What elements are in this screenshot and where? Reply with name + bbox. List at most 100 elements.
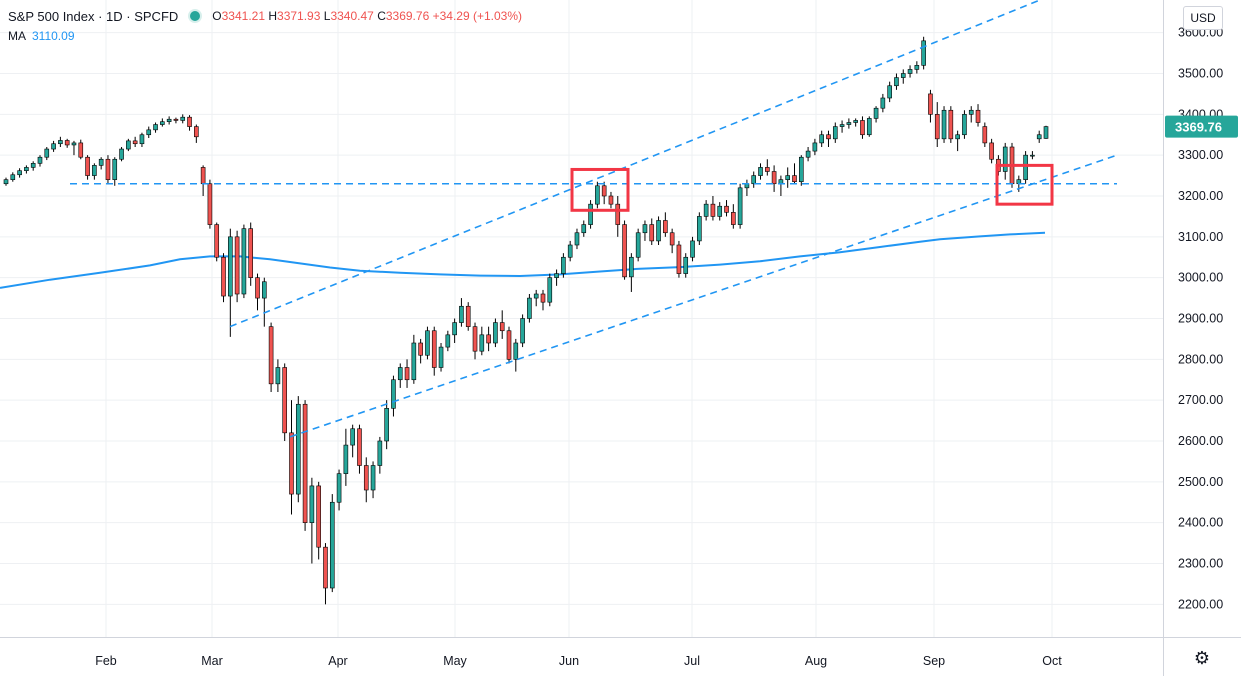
candle: [194, 124, 199, 143]
candle: [397, 363, 403, 388]
candle: [391, 375, 396, 417]
candle: [262, 277, 267, 327]
candle: [1030, 151, 1035, 160]
chart-legend: S&P 500 Index · 1D · SPCFD O3341.21 H337…: [8, 6, 522, 46]
candle-body: [282, 367, 287, 434]
candle-body: [1030, 154, 1035, 157]
y-tick-label: 3100.00: [1178, 230, 1223, 244]
trendline: [289, 154, 1118, 438]
candle-body: [425, 330, 430, 356]
candle-body: [377, 440, 383, 466]
candle: [826, 130, 831, 147]
candle-body: [3, 179, 9, 185]
candle-body: [479, 334, 485, 352]
candle-body: [785, 175, 790, 180]
candle: [819, 130, 824, 147]
candle-body: [798, 156, 804, 183]
candle-body: [37, 156, 43, 164]
candle-body: [329, 501, 335, 589]
candle: [765, 159, 770, 176]
x-tick-label: Oct: [1042, 654, 1062, 668]
y-tick-label: 2300.00: [1178, 557, 1223, 571]
candle: [126, 138, 131, 152]
highlight-boxes-layer: [570, 163, 1054, 212]
candle-body: [214, 224, 220, 258]
candle-body: [663, 220, 668, 234]
candle: [866, 116, 872, 137]
currency-button[interactable]: USD: [1183, 6, 1223, 30]
candle: [669, 228, 675, 254]
candle-body: [486, 334, 491, 344]
candle: [792, 163, 797, 184]
candle: [336, 469, 342, 511]
candle-body: [499, 322, 505, 332]
change-value: +34.29 (+1.03%): [432, 9, 522, 23]
candle: [418, 338, 423, 364]
candle-body: [71, 142, 77, 146]
candle-body: [404, 367, 410, 381]
candle: [588, 200, 593, 229]
candle: [928, 89, 933, 123]
candle-body: [357, 428, 362, 466]
candle: [411, 334, 417, 384]
candle: [221, 253, 226, 303]
candle: [173, 117, 179, 124]
candle: [98, 157, 104, 170]
candle: [295, 396, 301, 503]
candle: [683, 253, 689, 278]
candle-body: [676, 244, 682, 274]
moving-average-layer: [0, 231, 1046, 289]
candle-body: [295, 403, 301, 495]
candle: [962, 110, 967, 139]
candle: [785, 167, 790, 188]
candle: [17, 168, 22, 178]
trendline: [229, 0, 1041, 328]
candle: [744, 179, 750, 196]
candle-body: [438, 346, 444, 368]
candle-body: [703, 203, 709, 217]
candle: [581, 220, 587, 237]
candle-body: [370, 465, 376, 491]
candle: [778, 175, 784, 196]
candle-body: [30, 163, 36, 168]
candle-body: [717, 205, 723, 217]
candle: [798, 155, 804, 186]
candle-body: [160, 121, 165, 125]
ohlc-readout: O3341.21 H3371.93 L3340.47 C3369.76 +34.…: [212, 9, 522, 23]
highlight-box: [570, 167, 630, 212]
candle: [561, 253, 566, 278]
candle-body: [397, 367, 403, 381]
candle-body: [431, 330, 437, 368]
candle: [758, 163, 763, 180]
candle: [105, 155, 111, 184]
candle: [656, 216, 661, 245]
candle: [180, 114, 186, 124]
candle: [547, 273, 553, 307]
candle-body: [697, 216, 702, 242]
candle-body: [928, 93, 933, 115]
symbol-title[interactable]: S&P 500 Index · 1D · SPCFD: [8, 8, 179, 24]
candle-body: [860, 120, 865, 136]
candle-body: [24, 167, 29, 171]
candle-body: [44, 148, 50, 158]
market-status-icon: [190, 11, 201, 21]
x-tick-label: May: [443, 654, 467, 668]
candle-body: [805, 150, 811, 158]
candle-body: [595, 185, 600, 205]
highlight-box: [995, 163, 1054, 206]
candle-body: [839, 124, 845, 127]
candle-body: [547, 277, 553, 303]
candle: [282, 363, 287, 441]
gear-icon[interactable]: ⚙: [1193, 648, 1211, 668]
candle: [1043, 125, 1049, 139]
candle: [832, 122, 838, 143]
candle: [717, 202, 723, 221]
candle-body: [228, 236, 233, 297]
candle-body: [629, 256, 634, 278]
candle: [459, 298, 464, 327]
candle: [350, 424, 355, 458]
candle: [228, 228, 233, 337]
candle-body: [921, 40, 926, 66]
ma-label[interactable]: MA: [8, 29, 26, 43]
